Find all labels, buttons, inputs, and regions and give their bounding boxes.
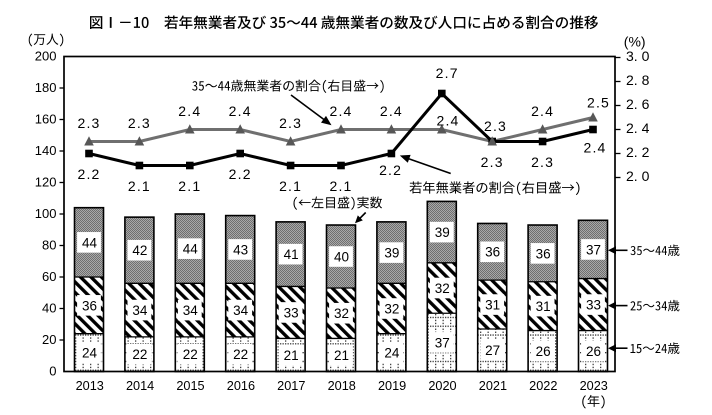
- svg-text:22: 22: [233, 347, 248, 362]
- svg-text:2014: 2014: [126, 379, 154, 393]
- svg-text:26: 26: [536, 344, 551, 359]
- svg-text:20: 20: [42, 332, 56, 347]
- svg-text:2017: 2017: [277, 379, 305, 393]
- svg-text:2.1: 2.1: [178, 178, 201, 194]
- svg-text:60: 60: [42, 269, 56, 284]
- svg-text:80: 80: [42, 237, 56, 252]
- svg-text:180: 180: [35, 80, 57, 95]
- svg-text:2.1: 2.1: [279, 178, 302, 194]
- svg-text:31: 31: [536, 299, 551, 314]
- svg-text:100: 100: [35, 206, 57, 221]
- svg-text:39: 39: [435, 225, 450, 240]
- svg-text:24: 24: [384, 346, 400, 361]
- svg-text:34: 34: [233, 303, 249, 318]
- svg-text:2.4: 2.4: [380, 103, 403, 119]
- svg-text:2.5: 2.5: [587, 95, 610, 111]
- svg-text:26: 26: [586, 344, 601, 359]
- svg-text:2.3: 2.3: [279, 115, 302, 131]
- svg-text:2022: 2022: [529, 379, 557, 393]
- svg-text:2.1: 2.1: [128, 178, 151, 194]
- svg-text:37: 37: [435, 335, 450, 350]
- svg-text:36: 36: [536, 246, 551, 261]
- svg-text:2013: 2013: [76, 379, 104, 393]
- svg-text:2023: 2023: [580, 379, 608, 393]
- svg-text:160: 160: [35, 111, 57, 126]
- svg-text:2. 0: 2. 0: [626, 168, 650, 184]
- svg-text:40: 40: [42, 300, 56, 315]
- svg-text:2.4: 2.4: [329, 103, 352, 119]
- svg-text:2. 2: 2. 2: [626, 144, 650, 160]
- svg-text:2018: 2018: [328, 379, 356, 393]
- svg-text:2.2: 2.2: [77, 166, 100, 182]
- svg-text:2015: 2015: [176, 379, 204, 393]
- svg-text:2. 4: 2. 4: [626, 120, 650, 136]
- svg-text:34: 34: [183, 303, 199, 318]
- svg-text:2.3: 2.3: [128, 115, 151, 131]
- svg-text:140: 140: [35, 143, 57, 158]
- svg-text:2.1: 2.1: [329, 178, 352, 194]
- svg-text:27: 27: [485, 343, 500, 358]
- svg-text:33: 33: [284, 305, 299, 320]
- svg-text:2.3: 2.3: [481, 154, 504, 170]
- svg-text:2.4: 2.4: [583, 140, 606, 156]
- svg-text:2.4: 2.4: [436, 113, 459, 129]
- svg-text:33: 33: [586, 297, 601, 312]
- svg-text:120: 120: [35, 174, 57, 189]
- svg-text:42: 42: [132, 243, 147, 258]
- svg-text:32: 32: [435, 281, 450, 296]
- svg-text:2.2: 2.2: [379, 162, 402, 178]
- svg-text:2019: 2019: [378, 379, 406, 393]
- svg-text:2. 8: 2. 8: [626, 72, 650, 88]
- svg-text:22: 22: [183, 347, 198, 362]
- svg-text:2.3: 2.3: [484, 118, 507, 134]
- svg-text:2020: 2020: [428, 379, 456, 393]
- svg-text:0: 0: [49, 363, 56, 378]
- svg-text:32: 32: [334, 306, 349, 321]
- svg-text:37: 37: [586, 242, 601, 257]
- svg-text:22: 22: [132, 347, 147, 362]
- svg-text:2.7: 2.7: [436, 65, 459, 81]
- svg-text:40: 40: [334, 249, 349, 264]
- svg-text:2021: 2021: [479, 379, 507, 393]
- svg-text:2.2: 2.2: [229, 166, 252, 182]
- svg-text:36: 36: [82, 298, 97, 313]
- svg-text:39: 39: [384, 245, 399, 260]
- svg-text:43: 43: [233, 242, 248, 257]
- svg-text:2.4: 2.4: [531, 103, 554, 119]
- svg-text:3. 0: 3. 0: [626, 48, 650, 64]
- svg-text:2. 6: 2. 6: [626, 96, 650, 112]
- svg-text:31: 31: [485, 297, 500, 312]
- svg-text:24: 24: [82, 346, 98, 361]
- svg-text:32: 32: [384, 301, 399, 316]
- svg-text:41: 41: [284, 247, 299, 262]
- svg-text:2016: 2016: [227, 379, 255, 393]
- svg-text:36: 36: [485, 245, 500, 260]
- svg-text:44: 44: [82, 235, 98, 250]
- svg-text:200: 200: [35, 48, 57, 63]
- svg-text:(%): (%): [624, 33, 646, 49]
- svg-text:21: 21: [334, 348, 349, 363]
- svg-text:2.3: 2.3: [77, 115, 100, 131]
- svg-text:2.3: 2.3: [531, 154, 554, 170]
- svg-text:21: 21: [284, 348, 299, 363]
- svg-text:44: 44: [183, 242, 199, 257]
- svg-text:2.4: 2.4: [229, 103, 252, 119]
- svg-text:2.4: 2.4: [178, 103, 201, 119]
- svg-text:34: 34: [132, 303, 148, 318]
